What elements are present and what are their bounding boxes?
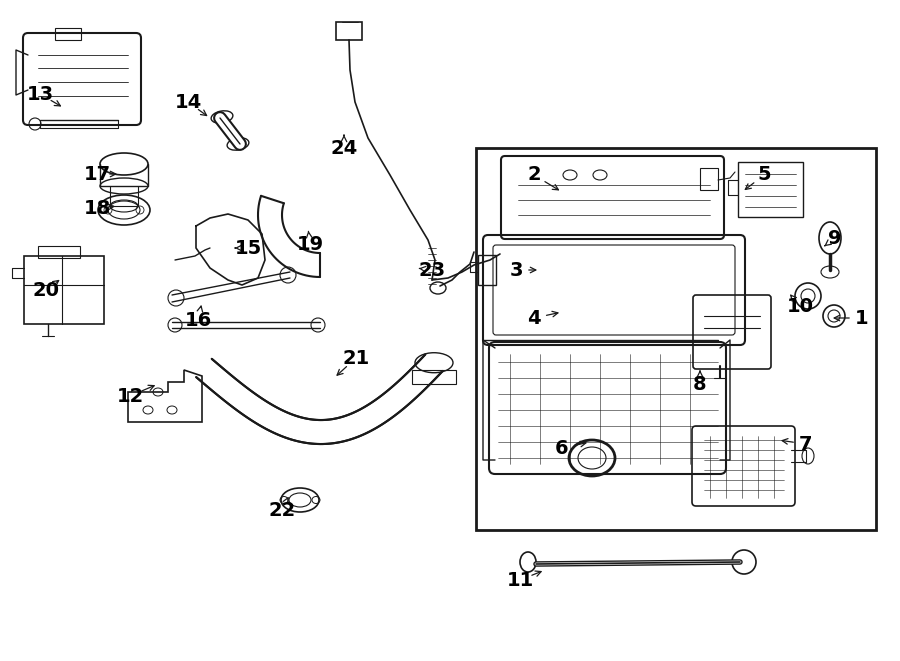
Bar xyxy=(24,256,104,324)
Text: 17: 17 xyxy=(84,165,111,184)
Text: 4: 4 xyxy=(527,309,541,327)
Text: 2: 2 xyxy=(527,165,541,184)
Polygon shape xyxy=(196,354,443,444)
Bar xyxy=(412,370,456,384)
Bar xyxy=(478,255,496,285)
Bar xyxy=(38,246,80,258)
Text: 20: 20 xyxy=(32,280,59,299)
Bar xyxy=(700,168,718,190)
Text: 22: 22 xyxy=(268,500,295,520)
Bar xyxy=(336,22,362,40)
Text: 3: 3 xyxy=(509,260,523,280)
Text: 21: 21 xyxy=(342,348,370,368)
Text: 10: 10 xyxy=(787,297,814,315)
Text: 12: 12 xyxy=(116,387,144,405)
Text: 5: 5 xyxy=(757,165,770,184)
Text: 16: 16 xyxy=(184,311,212,329)
Text: 11: 11 xyxy=(507,570,534,590)
Text: 14: 14 xyxy=(175,93,202,112)
Text: 24: 24 xyxy=(330,139,357,157)
Text: 8: 8 xyxy=(693,375,706,393)
Text: 9: 9 xyxy=(828,229,842,247)
Text: 15: 15 xyxy=(234,239,262,258)
Bar xyxy=(55,28,81,40)
Text: 23: 23 xyxy=(418,260,446,280)
Text: 6: 6 xyxy=(555,438,569,457)
Text: 7: 7 xyxy=(799,434,813,453)
Text: 19: 19 xyxy=(296,235,324,254)
Text: 1: 1 xyxy=(855,309,868,327)
Text: 18: 18 xyxy=(84,198,111,217)
Polygon shape xyxy=(128,370,202,422)
Bar xyxy=(476,148,876,530)
Bar xyxy=(738,162,803,217)
Text: 13: 13 xyxy=(26,85,54,104)
